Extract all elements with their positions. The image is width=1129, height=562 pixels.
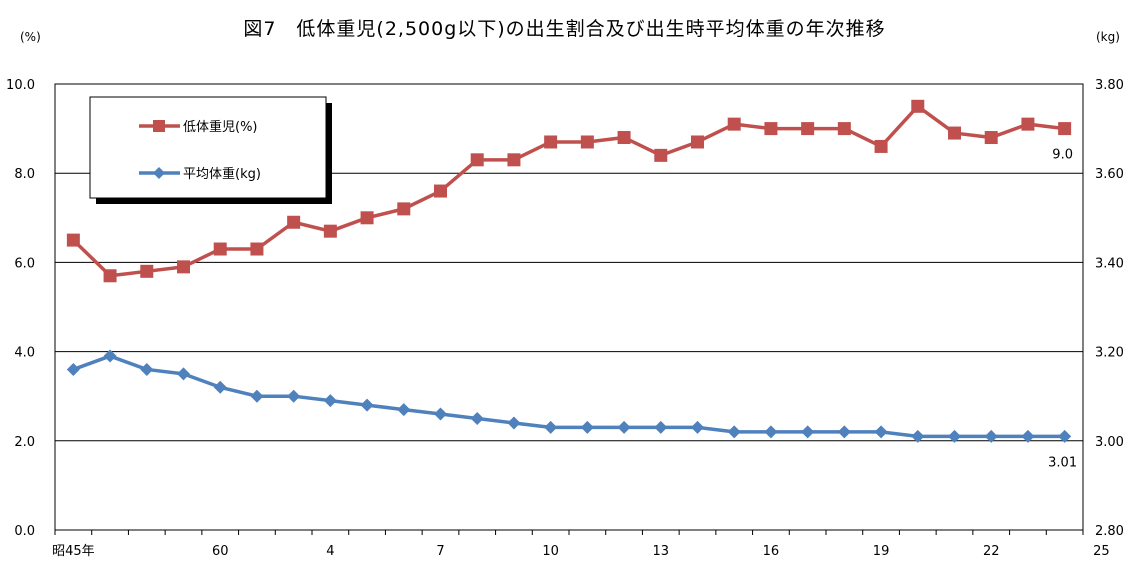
data-point-low-weight <box>397 202 411 216</box>
y-left-tick-label: 2.0 <box>14 435 35 450</box>
title-text: 低体重児(2,500g以下)の出生割合及び出生時平均体重の年次推移 <box>296 18 886 40</box>
data-point-avg-weight <box>727 425 741 439</box>
data-point-avg-weight <box>1058 429 1072 443</box>
data-point-avg-weight <box>948 429 961 443</box>
data-point-avg-weight <box>140 362 154 376</box>
data-point-avg-weight <box>984 429 998 443</box>
x-tick-label: 25 <box>1093 544 1110 559</box>
data-point-low-weight <box>213 242 227 256</box>
data-point-avg-weight <box>801 425 815 439</box>
data-point-avg-weight <box>580 420 594 434</box>
x-tick-label: 昭45年 <box>52 544 95 559</box>
x-tick-label: 19 <box>873 544 890 559</box>
data-point-avg-weight <box>250 389 264 403</box>
data-point-low-weight <box>691 135 704 149</box>
y-left-tick-label: 4.0 <box>14 346 35 361</box>
data-point-low-weight <box>140 264 154 278</box>
x-tick-label: 60 <box>212 544 229 559</box>
data-point-low-weight <box>177 260 190 274</box>
data-point-avg-weight <box>617 420 631 434</box>
data-point-avg-weight <box>66 362 80 376</box>
data-point-low-weight <box>801 122 815 136</box>
data-point-low-weight <box>617 131 631 145</box>
data-point-avg-weight <box>323 394 337 408</box>
series-line-avg-weight <box>72 354 1065 439</box>
left-axis-unit: (%) <box>20 30 41 44</box>
legend <box>89 96 327 199</box>
data-point-avg-weight <box>470 412 484 425</box>
data-point-avg-weight <box>654 420 668 434</box>
data-point-avg-weight <box>213 380 227 394</box>
data-point-low-weight <box>1058 122 1072 136</box>
y-left-tick-label: 0.0 <box>14 524 35 539</box>
x-tick-label: 10 <box>542 544 559 559</box>
data-point-low-weight <box>323 224 337 238</box>
data-point-avg-weight <box>507 416 521 430</box>
data-point-low-weight <box>911 99 925 113</box>
data-point-low-weight <box>580 135 594 149</box>
data-point-low-weight <box>250 242 264 256</box>
data-point-low-weight <box>837 122 851 136</box>
end-data-label: 3.01 <box>1048 455 1077 470</box>
data-point-avg-weight <box>837 425 851 439</box>
data-point-low-weight <box>984 131 998 145</box>
data-point-avg-weight <box>287 389 301 403</box>
data-point-avg-weight <box>103 349 117 363</box>
x-tick-label: 22 <box>983 544 1000 559</box>
data-point-avg-weight <box>360 398 374 412</box>
y-right-tick-label: 3.60 <box>1095 167 1124 182</box>
data-point-avg-weight <box>911 429 925 443</box>
data-point-avg-weight <box>177 367 190 381</box>
legend-label: 低体重児(%) <box>183 119 258 135</box>
y-left-tick-label: 8.0 <box>14 167 35 182</box>
legend-marker <box>153 120 165 132</box>
data-point-low-weight <box>507 153 521 167</box>
data-point-low-weight <box>1021 117 1035 131</box>
data-point-low-weight <box>287 215 301 229</box>
y-right-tick-label: 2.80 <box>1095 524 1124 539</box>
y-right-tick-label: 3.80 <box>1095 78 1124 93</box>
series-line-low-weight <box>72 104 1065 278</box>
chart-title: 図7 低体重児(2,500g以下)の出生割合及び出生時平均体重の年次推移 <box>0 14 1129 41</box>
data-point-avg-weight <box>544 420 558 434</box>
x-tick-label: 16 <box>763 544 780 559</box>
data-point-low-weight <box>434 184 447 198</box>
data-point-low-weight <box>874 139 888 153</box>
x-tick-label: 13 <box>653 544 670 559</box>
data-point-low-weight <box>470 153 484 167</box>
data-point-low-weight <box>654 148 668 162</box>
data-point-low-weight <box>727 117 741 131</box>
data-point-low-weight <box>764 122 778 136</box>
data-point-avg-weight <box>397 403 411 417</box>
legend-marker <box>153 167 165 179</box>
x-tick-label: 4 <box>326 544 334 559</box>
figure-label: 図7 <box>243 18 277 40</box>
data-point-low-weight <box>360 211 374 225</box>
y-right-tick-label: 3.40 <box>1095 256 1124 271</box>
data-point-low-weight <box>948 126 961 140</box>
data-point-low-weight <box>544 135 558 149</box>
data-point-avg-weight <box>691 420 704 434</box>
legend-label: 平均体重(kg) <box>183 166 261 182</box>
data-point-avg-weight <box>874 425 888 439</box>
data-point-low-weight <box>66 233 80 247</box>
y-left-tick-label: 10.0 <box>6 78 35 93</box>
y-left-tick-label: 6.0 <box>14 256 35 271</box>
data-point-avg-weight <box>764 425 778 439</box>
y-right-tick-label: 3.00 <box>1095 435 1124 450</box>
data-point-low-weight <box>103 269 117 283</box>
end-data-label: 9.0 <box>1052 148 1073 163</box>
x-tick-label: 7 <box>436 544 444 559</box>
right-axis-unit: (kg) <box>1096 30 1120 44</box>
y-right-tick-label: 3.20 <box>1095 346 1124 361</box>
data-point-avg-weight <box>1021 429 1035 443</box>
data-point-avg-weight <box>434 407 447 421</box>
